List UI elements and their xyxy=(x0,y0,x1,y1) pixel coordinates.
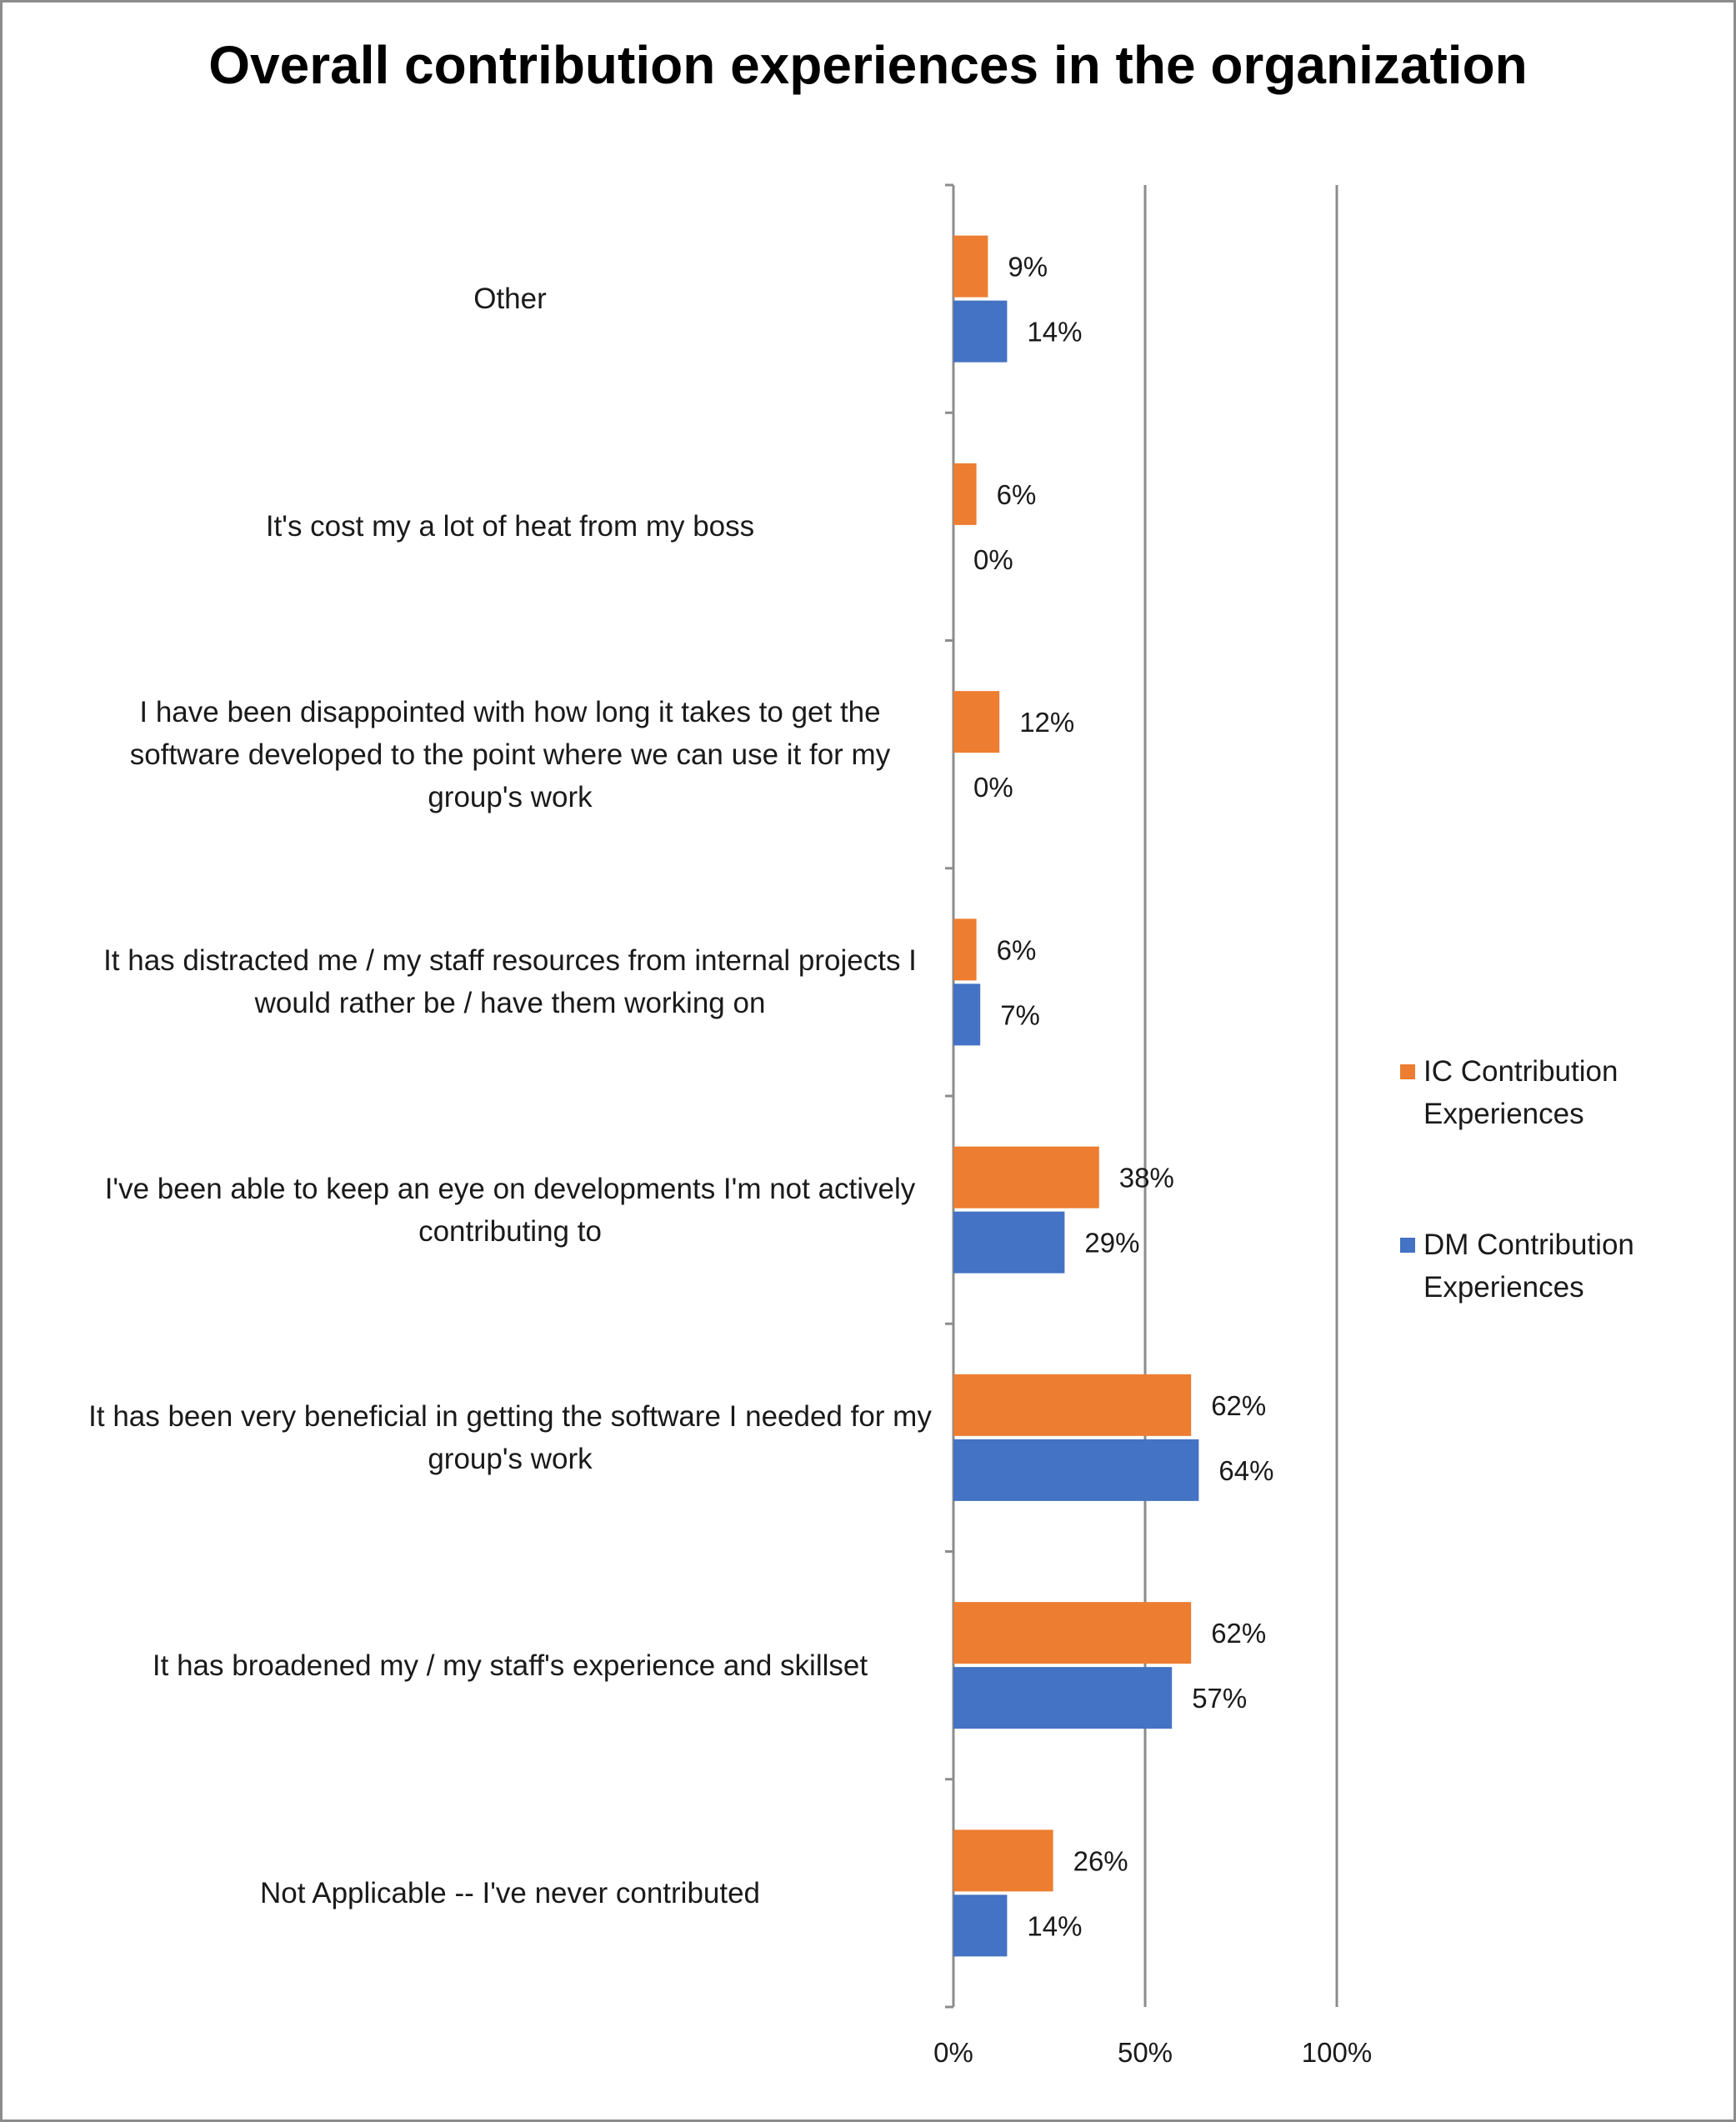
bar-dm xyxy=(953,1894,1008,1957)
data-label: 26% xyxy=(1073,1845,1128,1876)
bar-dm xyxy=(953,1667,1173,1729)
bar-ic xyxy=(953,463,977,525)
x-tick-label: 100% xyxy=(1302,2037,1372,2068)
legend-label: DM Contribution Experiences xyxy=(1423,1229,1634,1304)
bar-ic xyxy=(953,918,977,981)
data-label: 64% xyxy=(1218,1455,1273,1486)
category-label: It has distracted me / my staff resource… xyxy=(103,944,917,1020)
category-label: It has been very beneficial in getting t… xyxy=(88,1399,932,1475)
bar-ic xyxy=(953,1602,1192,1664)
category-label: It has broadened my / my staff's experie… xyxy=(152,1649,868,1682)
bar-ic xyxy=(953,691,1000,753)
chart-title: Overall contribution experiences in the … xyxy=(208,35,1528,95)
bar-ic xyxy=(953,1829,1053,1892)
legend-label: IC Contribution Experiences xyxy=(1423,1055,1618,1130)
data-label: 0% xyxy=(973,544,1013,575)
bar-ic xyxy=(953,1374,1192,1436)
data-label: 14% xyxy=(1027,317,1082,348)
data-label: 62% xyxy=(1211,1618,1266,1649)
category-label: Other xyxy=(473,283,547,316)
data-label: 9% xyxy=(1008,252,1048,283)
category-label: I've been able to keep an eye on develop… xyxy=(104,1172,916,1248)
data-label: 38% xyxy=(1119,1163,1174,1194)
x-tick-label: 50% xyxy=(1118,2037,1173,2068)
data-label: 29% xyxy=(1084,1228,1139,1259)
bar-dm xyxy=(953,1439,1199,1501)
data-label: 57% xyxy=(1192,1683,1247,1714)
bar-dm xyxy=(953,983,981,1046)
bar-ic xyxy=(953,1146,1099,1209)
data-label: 7% xyxy=(1000,999,1040,1030)
category-label: Not Applicable -- I've never contributed xyxy=(259,1876,761,1909)
data-label: 6% xyxy=(997,479,1037,510)
legend-swatch xyxy=(1400,1064,1415,1079)
category-label: I have been disappointed with how long i… xyxy=(129,695,891,813)
legend-item: DM Contribution Experiences xyxy=(1400,1224,1700,1315)
legend-item: IC Contribution Experiences xyxy=(1400,1050,1700,1142)
data-label: 6% xyxy=(997,934,1037,965)
data-label: 62% xyxy=(1211,1390,1266,1421)
bar-dm xyxy=(953,1211,1065,1274)
data-label: 0% xyxy=(973,772,1013,803)
bar-ic xyxy=(953,235,988,298)
data-label: 12% xyxy=(1019,707,1074,738)
category-label: It's cost my a lot of heat from my boss xyxy=(265,510,755,543)
bar-dm xyxy=(953,300,1008,363)
data-label: 14% xyxy=(1027,1910,1082,1941)
x-tick-label: 0% xyxy=(933,2037,973,2068)
legend-swatch xyxy=(1400,1238,1415,1253)
